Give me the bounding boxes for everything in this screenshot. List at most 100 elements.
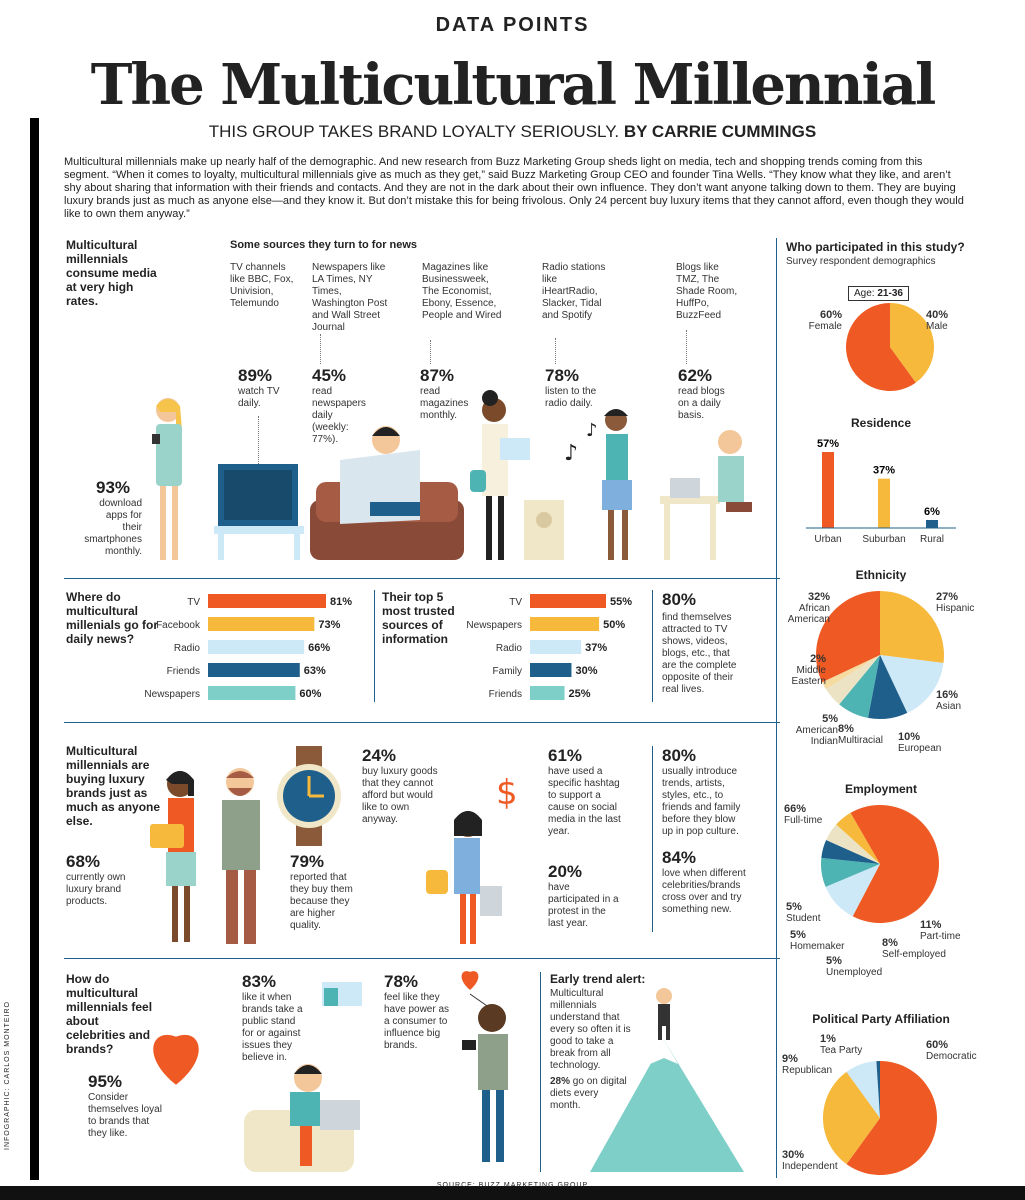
trends-pct: 80% — [662, 746, 697, 765]
magazines-stat: read magazines monthly. — [420, 386, 469, 421]
bar-category-urban: Urban — [814, 534, 841, 545]
ethnicity-pie-chart — [816, 591, 944, 719]
pie-slice-unemployed — [821, 840, 880, 864]
protest-pct: 20% — [548, 862, 583, 881]
pie-label-name: Democratic — [926, 1051, 977, 1062]
study-subheading: Survey respondent demographics — [786, 256, 936, 267]
source-desc-tv: TV channels like BBC, Fox, Univision, Te… — [230, 262, 294, 309]
crossover-pct: 84% — [662, 848, 697, 867]
divider-3 — [64, 958, 780, 959]
media-illustrations: ♪ ♪ — [152, 390, 752, 560]
pie-slice-hispanic — [880, 591, 944, 664]
employment-pie-chart — [821, 805, 939, 923]
afford-stat: buy luxury goods that they cannot afford… — [362, 766, 438, 825]
bar-category-suburban: Suburban — [862, 534, 905, 545]
party-labels: 60% Democratic 30% Independent 9% Republican 1… — [776, 1020, 1025, 1180]
pie-label-name: Unemployed — [826, 967, 883, 978]
pie-label-full-time: 66% Full-time — [784, 804, 823, 827]
bar-rural — [926, 520, 938, 528]
divider-v1 — [374, 590, 375, 702]
girl-dancing-illustration — [602, 409, 632, 560]
blogs-stat: read blogs on a daily basis. — [678, 386, 725, 421]
tv-illustration — [214, 464, 304, 560]
residence-title: Residence — [850, 416, 912, 430]
pie-label-homemaker: 5% Homemaker — [790, 930, 845, 953]
own-stat: currently own luxury brand products. — [66, 872, 126, 907]
gender-pie-chart — [846, 303, 934, 391]
diet-line: 28% go on digital diets every month. — [550, 1076, 630, 1112]
hbar-value-radio: 37% — [585, 642, 607, 654]
pie-label-name: Full-time — [784, 815, 823, 826]
divider-2 — [64, 722, 780, 723]
girl-phone-illustration — [152, 398, 182, 560]
pie-slice-full-time — [850, 805, 939, 923]
party-title: Political Party Affiliation — [812, 1012, 950, 1026]
hbar-category-radio: Radio — [496, 643, 523, 654]
man-beard-illustration — [222, 768, 260, 944]
loyal-pct: 95% — [88, 1072, 123, 1091]
divider-v3 — [652, 746, 653, 932]
side-rule — [30, 118, 39, 1180]
pie-label-multiracial: 8% Multiracial — [838, 724, 883, 747]
trusted-bar-chart: TV 55% Newspapers 50% Radio 37% Family 30% Frien… — [466, 594, 632, 700]
pie-label-name: Student — [786, 913, 821, 924]
hbar-value-newspapers: 50% — [603, 619, 625, 631]
pie-slice-asian — [880, 655, 944, 713]
pie-label-value: 5% — [786, 901, 802, 913]
pie-label-middle-eastern: 2% Middle Eastern — [782, 653, 826, 688]
pie-label-value: 10% — [898, 731, 921, 743]
study-heading: Who participated in this study? — [786, 240, 965, 254]
newspapers-pct: 45% — [312, 366, 347, 385]
employment-labels: 66% Full-time 11% Part-time 8% Self-employed 5… — [776, 790, 1025, 990]
woman-magazine-illustration — [470, 390, 530, 560]
pie-label-value: 9% — [782, 1053, 798, 1065]
pie-slice-multiracial — [839, 655, 880, 718]
party-pie-chart — [823, 1061, 937, 1175]
pie-label-american-indian: 5% American Indian — [782, 714, 838, 748]
source-desc-magazines: Magazines like Businessweek, The Economi… — [422, 262, 502, 321]
pie-slice-homemaker — [826, 824, 880, 864]
hbar-value-tv: 55% — [610, 596, 632, 608]
radio-pct: 78% — [545, 366, 580, 385]
protest-stat: have participated in a protest in the la… — [548, 882, 619, 929]
attracted-pct: 80% — [662, 590, 697, 609]
pie-label-name: Homemaker — [790, 941, 845, 952]
pie-slice-american-indian — [825, 655, 880, 705]
hbar-tv — [208, 594, 326, 608]
intro-text: Multicultural millennials make up nearly… — [64, 156, 964, 220]
media-heading: Multicultural millennials consume media … — [66, 238, 157, 308]
hbar-category-newspapers: Newspapers — [144, 689, 200, 700]
pie-slice-democratic — [846, 1061, 937, 1175]
divider-1 — [64, 578, 780, 579]
pie-label-value: 2% — [810, 653, 826, 665]
tv-pct: 89% — [238, 366, 273, 385]
age-value: 21-36 — [877, 288, 903, 299]
hbar-family — [530, 663, 572, 677]
leader-radio — [555, 338, 557, 364]
pie-label-republican: 9% Republican — [782, 1053, 832, 1077]
svg-text:$: $ — [496, 773, 518, 813]
pie-label-value: 32% — [807, 591, 830, 603]
hbar-category-newspapers: Newspapers — [466, 620, 522, 631]
leader-tv — [258, 416, 260, 466]
pie-label-democratic: 60% Democratic — [926, 1040, 977, 1063]
celebs-illustrations — [153, 971, 744, 1172]
pie-label-value: 8% — [882, 937, 898, 949]
pie-label-name: European — [898, 743, 942, 754]
age-label: Age: — [854, 288, 875, 299]
hbar-facebook — [208, 617, 315, 631]
hbar-friends — [208, 663, 300, 677]
hbar-friends — [530, 686, 565, 700]
pie-label-part-time: 11% Part-time — [920, 920, 961, 943]
pie-label-name: Asian — [936, 701, 962, 712]
pie-label-asian: 16% Asian — [936, 690, 962, 713]
subtitle: THIS GROUP TAKES BRAND LOYALTY SERIOUSLY… — [0, 122, 1025, 142]
leader-magazines — [430, 340, 432, 364]
divider-v4 — [540, 972, 541, 1172]
pie-slice-middle-eastern — [822, 655, 880, 690]
pie-slice-female — [846, 303, 916, 391]
power-pct: 78% — [384, 972, 419, 991]
man-laptop-illustration — [660, 430, 752, 560]
pie-label-name: Tea Party — [820, 1045, 863, 1056]
trusted-heading: Their top 5 most trusted sources of info… — [382, 590, 455, 646]
